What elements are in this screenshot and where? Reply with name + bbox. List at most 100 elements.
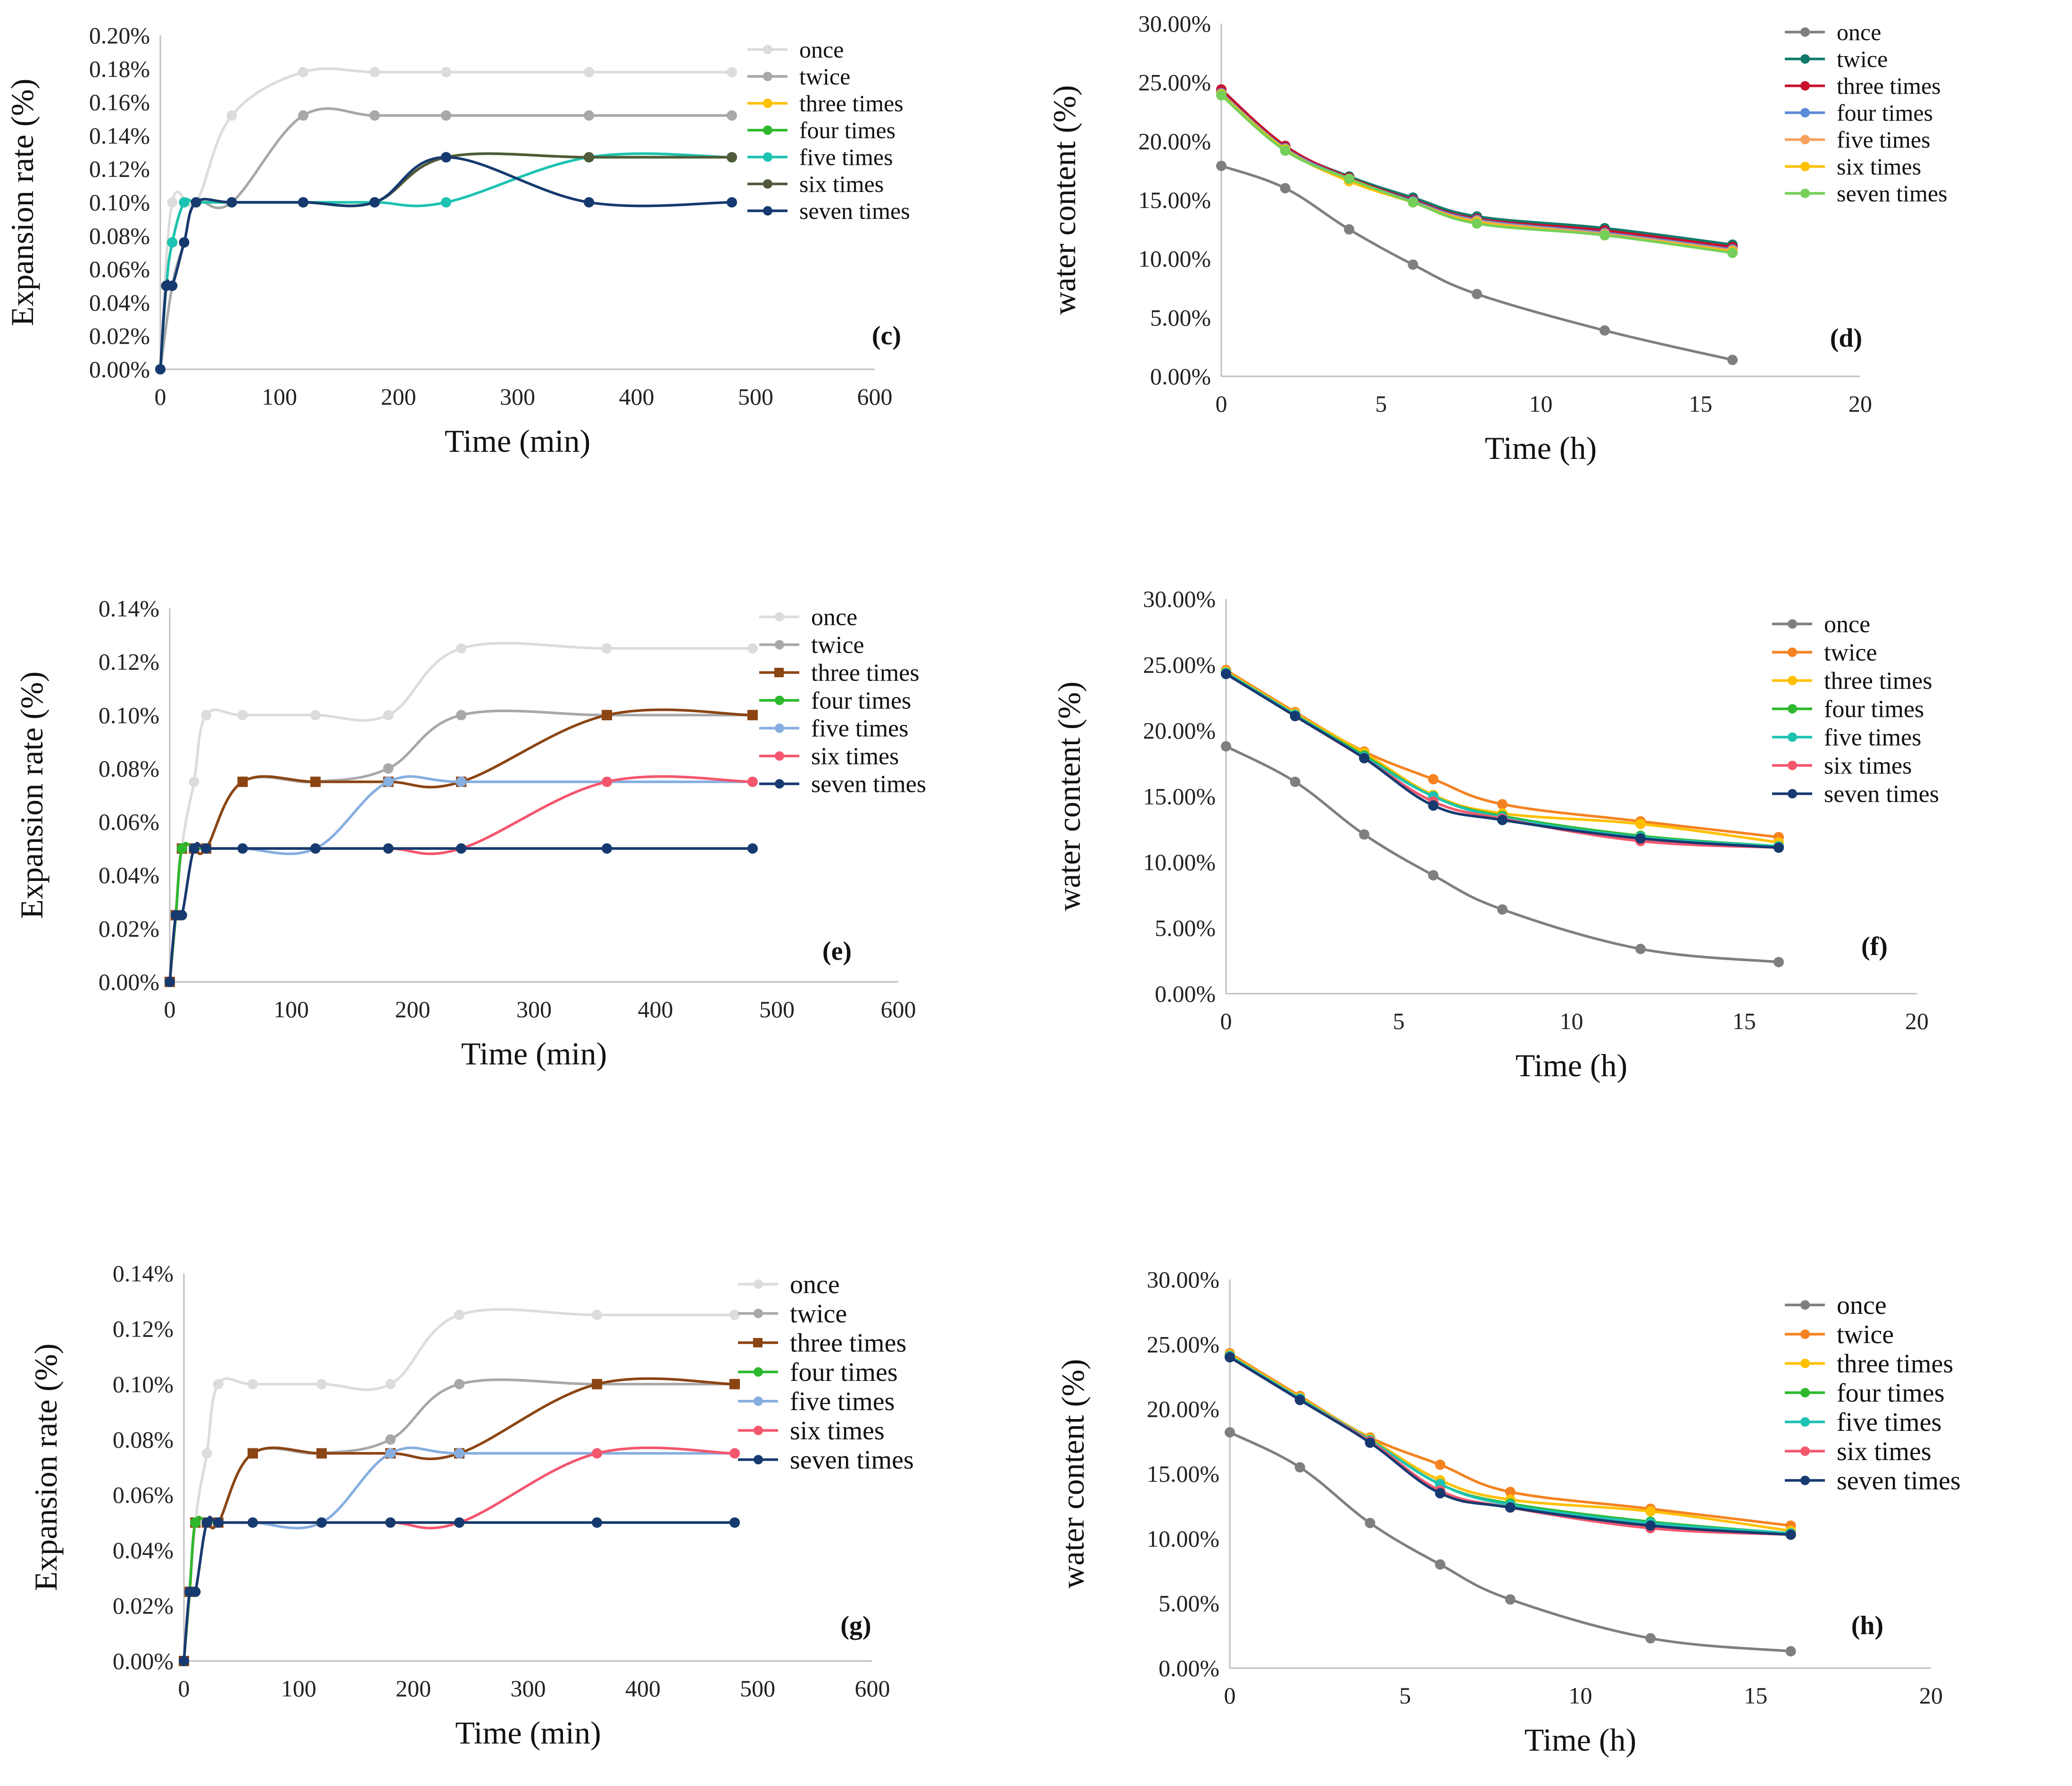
legend-label: six times: [1824, 753, 1912, 780]
legend-label: three times: [1837, 1349, 1953, 1379]
data-point: [385, 1434, 396, 1445]
data-point: [592, 1310, 602, 1321]
legend-marker: [1800, 1359, 1810, 1368]
data-point: [602, 843, 612, 854]
legend-label: twice: [1837, 46, 1888, 72]
data-point: [584, 110, 594, 121]
legend-marker: [1788, 761, 1797, 770]
x-tick-label: 500: [759, 996, 795, 1022]
x-tick-label: 400: [638, 996, 673, 1022]
x-tick-label: 10: [1560, 1008, 1583, 1034]
data-point: [602, 643, 612, 654]
data-point: [179, 197, 190, 208]
y-tick-label: 0.08%: [113, 1426, 174, 1453]
y-tick-label: 0.14%: [89, 122, 150, 149]
data-point: [729, 1448, 740, 1459]
y-tick-label: 0.06%: [99, 809, 159, 835]
data-point: [1225, 1352, 1235, 1362]
data-point: [248, 1448, 258, 1459]
legend-label: three times: [1837, 73, 1941, 99]
y-axis-title: water content (%): [1051, 681, 1087, 911]
series-line-four-times: [182, 1516, 736, 1662]
y-axis-title: Expansion rate (%): [4, 79, 40, 326]
data-point: [1635, 819, 1646, 830]
y-tick-label: 0.02%: [113, 1593, 174, 1619]
data-point: [237, 776, 248, 787]
data-point: [1408, 259, 1418, 270]
data-point: [1727, 355, 1738, 366]
data-point: [1645, 1506, 1656, 1517]
y-tick-label: 10.00%: [1138, 246, 1211, 272]
series-line-seven-times: [168, 842, 754, 983]
data-point: [1774, 957, 1784, 968]
y-tick-label: 20.00%: [1138, 128, 1211, 154]
y-tick-label: 0.06%: [113, 1482, 174, 1508]
legend-marker: [1800, 27, 1810, 37]
data-point: [298, 110, 308, 121]
panel-label: (e): [822, 937, 852, 966]
x-tick-label: 20: [1919, 1682, 1943, 1709]
legend-label: six times: [1837, 1437, 1931, 1466]
data-point: [310, 776, 321, 787]
x-tick-label: 20: [1905, 1008, 1929, 1034]
legend-label: four times: [1837, 1379, 1945, 1408]
legend-label: five times: [1824, 724, 1922, 751]
legend-marker: [1800, 1476, 1810, 1485]
chart-panel-f: 0.00% 5.00% 10.00% 15.00% 20.00% 25.00% 30.00%…: [1051, 586, 1939, 1083]
x-tick-label: 5: [1375, 390, 1387, 417]
y-tick-label: 0.08%: [99, 755, 159, 781]
legend-label: five times: [1837, 1408, 1941, 1437]
data-point: [1216, 160, 1227, 171]
data-point: [1635, 944, 1646, 955]
data-point: [1428, 800, 1439, 811]
data-point: [747, 643, 758, 654]
series-line-once: [182, 1308, 736, 1662]
y-axis-title: water content (%): [1055, 1359, 1091, 1588]
y-tick-label: 0.00%: [113, 1648, 174, 1674]
legend-marker: [1788, 619, 1797, 629]
legend-label: six times: [790, 1416, 885, 1445]
x-tick-label: 5: [1393, 1008, 1405, 1034]
legend-label: once: [811, 604, 857, 631]
data-point: [1497, 814, 1508, 825]
x-tick-label: 300: [516, 996, 552, 1022]
y-axis-title: Expansion rate (%): [28, 1344, 64, 1591]
y-tick-label: 0.08%: [89, 223, 150, 249]
data-point: [383, 776, 394, 787]
data-point: [456, 643, 466, 654]
data-point: [190, 1517, 201, 1528]
data-point: [369, 66, 380, 77]
legend-label: three times: [811, 660, 920, 687]
series-line-seven-times: [1220, 94, 1734, 254]
legend-marker: [763, 179, 772, 189]
x-tick-label: 300: [500, 383, 535, 410]
legend-marker: [763, 206, 772, 216]
data-point: [1505, 1502, 1516, 1513]
data-point: [1225, 1427, 1235, 1438]
x-tick-label: 500: [740, 1675, 775, 1702]
data-point: [201, 1517, 212, 1528]
series-line-once: [168, 641, 754, 983]
legend-label: seven times: [811, 771, 926, 798]
data-point: [385, 1517, 396, 1528]
data-point: [155, 364, 166, 374]
data-point: [1635, 833, 1646, 844]
data-point: [747, 710, 758, 721]
y-axis-title: Expansion rate (%): [14, 672, 50, 919]
x-tick-label: 300: [511, 1675, 546, 1702]
series-line-six-times: [168, 775, 754, 983]
y-tick-label: 0.00%: [1155, 980, 1216, 1007]
data-point: [1505, 1594, 1516, 1605]
data-point: [179, 237, 190, 248]
legend-label: four times: [799, 117, 895, 143]
y-axis-title: water content (%): [1046, 85, 1082, 315]
legend-label: seven times: [1837, 180, 1948, 207]
series-line-seven-times: [159, 156, 733, 371]
panel-label: (f): [1861, 932, 1888, 961]
data-point: [167, 197, 178, 208]
legend-marker: [763, 72, 772, 81]
legend-label: five times: [811, 715, 909, 742]
y-tick-label: 0.10%: [99, 702, 159, 728]
data-point: [1280, 145, 1291, 156]
data-point: [441, 197, 451, 208]
